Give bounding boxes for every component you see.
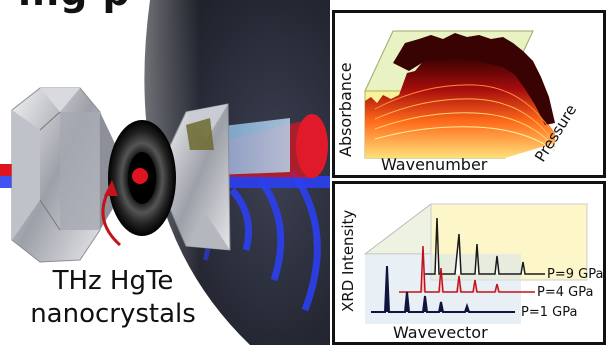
- absorbance-panel: Absorbance Wavenumber Pressure: [332, 10, 606, 178]
- xrd-waterfall-plot: XRD Intensity Wavevector P=9 GPa P=4 GPa…: [339, 203, 603, 342]
- right-diamond: [167, 103, 231, 251]
- blue-wave-arc: [259, 179, 285, 282]
- xrd-trace-1gpa: [371, 265, 515, 313]
- blue-wave-arc: [229, 187, 252, 251]
- xrd-series-label-9gpa: P=9 GPa: [547, 267, 603, 282]
- red-spot: [296, 114, 328, 178]
- xrd-panel: XRD Intensity Wavevector P=9 GPa P=4 GPa…: [332, 181, 606, 345]
- xrd-xlabel: Wavevector: [393, 323, 488, 342]
- caption-line-2: nanocrystals: [30, 299, 196, 329]
- cropped-title: ing p: [18, 0, 131, 14]
- absorbance-xlabel: Wavenumber: [381, 155, 488, 174]
- absorbance-surface: [365, 33, 556, 158]
- absorbance-ylabel: Absorbance: [336, 62, 355, 157]
- xrd-trace-9gpa: [425, 217, 545, 275]
- absorbance-3d-plot: Absorbance Wavenumber Pressure: [336, 30, 580, 174]
- dac-illustration: ing p THz HgTe nanocrystals: [0, 0, 330, 345]
- caption-line-1: THz HgTe: [52, 266, 174, 296]
- xrd-series-label-4gpa: P=4 GPa: [537, 285, 593, 300]
- left-diamond: [11, 87, 118, 263]
- sample-red-dot: [132, 168, 148, 184]
- diamond-anvil-cell-drawing: [0, 0, 330, 345]
- xrd-ylabel: XRD Intensity: [339, 210, 357, 312]
- xrd-trace-4gpa: [399, 245, 535, 293]
- xrd-series-label-1gpa: P=1 GPa: [521, 305, 577, 320]
